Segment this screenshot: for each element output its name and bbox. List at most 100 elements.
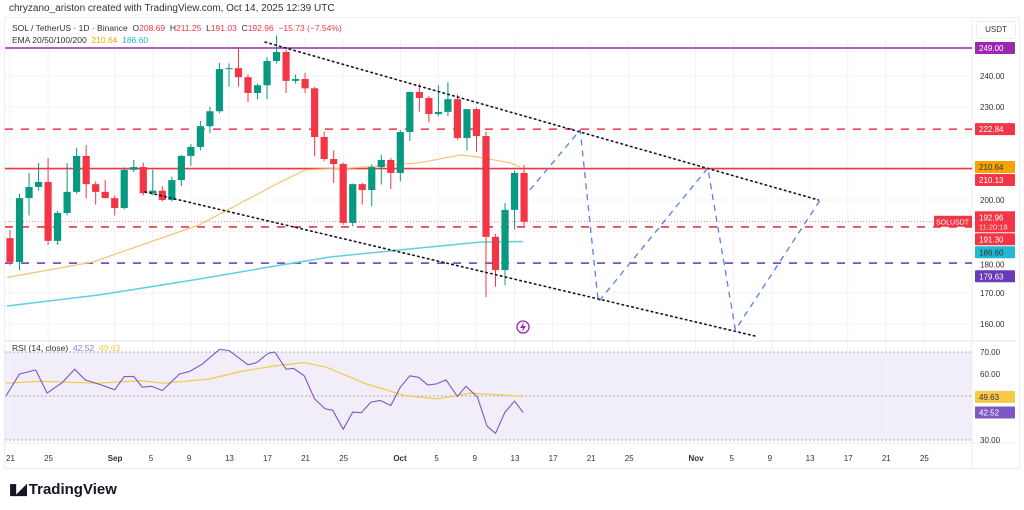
price-badge: 210.64 <box>979 163 1004 172</box>
ema-value-cyan: 186.60 <box>122 35 149 45</box>
candle-bullish <box>25 172 33 216</box>
high-value: 211.25 <box>175 23 202 33</box>
symbol-tag: SOLUSDT <box>936 219 970 226</box>
rsi-badge: 42.52 <box>979 408 1000 417</box>
time-tick-label: 25 <box>339 454 348 463</box>
candle-bullish <box>272 35 281 64</box>
candle-body <box>101 191 109 199</box>
rsi-badge-bg <box>975 406 1015 419</box>
time-tick-label: 9 <box>472 454 477 463</box>
candle-bearish <box>311 86 319 157</box>
ema-label: EMA 20/50/100/200 <box>12 35 87 45</box>
close-label: C <box>241 23 248 33</box>
time-tick-label: 5 <box>434 454 439 463</box>
candle-bullish <box>168 176 176 202</box>
lightning-bolt-glyph <box>520 322 526 332</box>
price-badge-bg <box>975 173 1015 186</box>
price-badge: 191.30 <box>979 235 1004 244</box>
price-badge-bg <box>975 270 1015 283</box>
candle-bearish <box>491 234 500 287</box>
last-price-badge: 192.96 <box>979 213 1004 222</box>
candle-body <box>301 79 309 89</box>
candle-body <box>263 61 271 86</box>
rsi-tick-label: 70.00 <box>980 348 1001 357</box>
rsi-badge: 49.63 <box>979 393 1000 402</box>
candle-bullish <box>187 144 195 166</box>
candle-body <box>177 155 185 181</box>
candle-bullish <box>73 147 81 194</box>
candle-body <box>111 198 119 209</box>
currency-button[interactable]: USDT <box>976 21 1016 39</box>
candle-bearish <box>111 195 119 216</box>
candle-bearish <box>82 145 90 199</box>
time-tick-label: 5 <box>149 454 154 463</box>
time-tick-label: 21 <box>587 454 596 463</box>
candle-bearish <box>425 96 433 123</box>
candle-bullish <box>120 167 128 210</box>
candle-body <box>54 212 62 241</box>
candle-body <box>330 159 338 164</box>
candle-bullish <box>434 85 442 117</box>
time-tick-label: 21 <box>6 454 15 463</box>
time-tick-label: Sep <box>108 454 123 463</box>
last-price-badge-bg <box>975 211 1015 233</box>
price-badge: 186.60 <box>979 248 1004 257</box>
rsi-line <box>5 348 524 435</box>
ema-value-orange: 210.64 <box>91 35 118 45</box>
price-badge: 222.84 <box>979 125 1004 134</box>
candle-bullish <box>225 63 233 87</box>
ema-legend[interactable]: EMA 20/50/100/200 210.64 186.60 <box>12 35 148 45</box>
time-tick-label: 17 <box>263 454 272 463</box>
rsi-tick-label: 60.00 <box>980 370 1001 379</box>
candle-body <box>63 191 71 213</box>
candle-bearish <box>415 83 423 112</box>
candle-bearish <box>472 107 481 152</box>
candle-body <box>149 190 157 194</box>
rsi-tick-label: 30.00 <box>980 436 1001 445</box>
candle-bullish <box>377 154 385 185</box>
candle-body <box>158 190 166 200</box>
candle-bullish <box>253 83 262 100</box>
candle-body <box>92 184 100 192</box>
candle-bearish <box>6 230 14 266</box>
candle-body <box>120 169 128 209</box>
time-tick-label: 21 <box>882 454 891 463</box>
candle-body <box>253 85 262 93</box>
candle-bullish <box>510 170 519 230</box>
price-tick-label: 230.00 <box>980 103 1005 112</box>
candle-body <box>215 69 224 112</box>
candle-bullish <box>149 169 157 196</box>
candle-body <box>377 159 385 168</box>
time-tick-label: 25 <box>625 454 634 463</box>
high-label: H <box>169 23 176 33</box>
candle-body <box>234 68 243 78</box>
candle-bullish <box>196 120 204 151</box>
candle-bearish <box>234 47 243 87</box>
candle-body <box>272 52 281 62</box>
ema-cyan-line <box>7 240 524 307</box>
candle-bearish <box>101 180 109 199</box>
candle-bullish <box>206 106 214 134</box>
symbol-tag-bg <box>934 215 972 227</box>
candle-body <box>444 99 452 112</box>
candle-body <box>34 181 43 187</box>
symbol-legend: SOL / TetherUS · 1D · Binance O208.69 H2… <box>12 23 342 33</box>
tradingview-logo[interactable]: ▮◢ TradingView <box>9 480 117 499</box>
candle-bullish <box>54 210 62 245</box>
candle-bearish <box>358 182 366 205</box>
candle-body <box>130 167 138 170</box>
candle-bearish <box>44 158 52 245</box>
candle-body <box>463 109 471 138</box>
bar-countdown: 11:20:18 <box>979 222 1008 231</box>
rsi-badge-bg <box>975 390 1015 403</box>
candle-body <box>510 172 519 210</box>
rsi-legend[interactable]: RSI (14, close) 42.52 49.63 <box>12 343 120 353</box>
price-badge-bg <box>975 246 1015 259</box>
open-value: 208.69 <box>139 23 166 33</box>
chart-frame <box>4 17 1020 469</box>
time-tick-label: 25 <box>920 454 929 463</box>
time-tick-label: Nov <box>688 454 704 463</box>
time-tick-label: Oct <box>393 454 407 463</box>
